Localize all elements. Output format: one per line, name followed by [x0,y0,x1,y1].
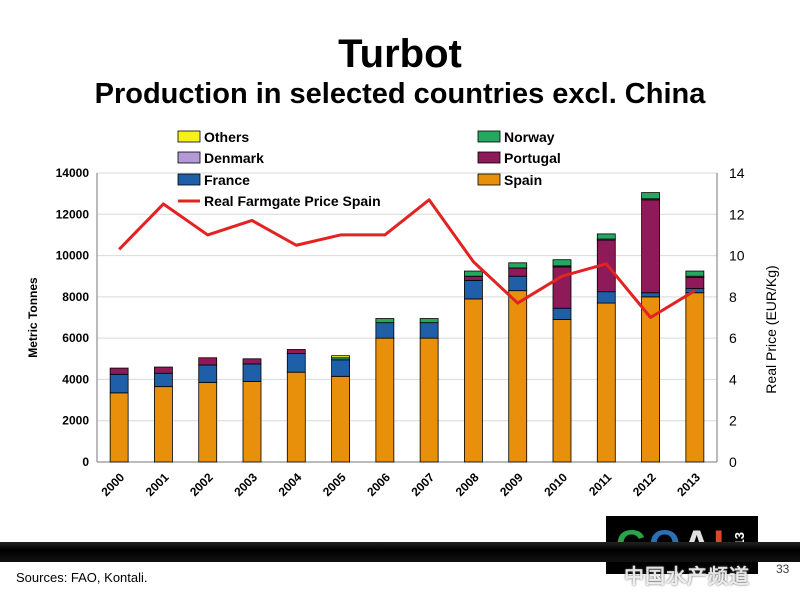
legend-label: Real Farmgate Price Spain [204,193,381,209]
bar-segment-spain [508,290,528,463]
x-tick-label: 2010 [541,470,570,499]
x-tick-label: 2011 [586,470,615,499]
bar-segment-spain [685,292,705,463]
x-tick-label: 2009 [497,470,526,499]
bar-segment-spain [154,386,173,463]
bar-segment-spain [242,381,262,463]
legend-label: Norway [504,129,555,145]
bar-segment-spain [596,302,616,463]
y-tick-label: 8000 [62,290,89,304]
bar-segment-portugal [286,349,306,355]
turbot-production-chart: 0 2000 4000 6000 8000 10000 12000 14000 0 2 4 6 8 10 1… [26,129,779,499]
bar-segment-france [109,373,129,394]
bar-segment-others [331,355,350,359]
bar-segment-france [286,353,306,373]
x-tick-label: 2004 [276,470,305,499]
bar-segment-portugal [109,367,129,375]
bar-segment-spain [464,298,483,463]
bar-segment-norway [596,233,616,240]
y-tick-label: 10000 [56,249,90,263]
x-tick-label: 2005 [320,470,349,499]
x-tick-label: 2002 [187,470,216,499]
y-tick-label: 6000 [62,331,89,345]
bar-segment-portugal [154,366,173,374]
price-line [118,198,696,319]
bar-segment-norway [375,318,395,324]
legend-swatch-norway [477,130,501,143]
page-number: 33 [776,562,790,576]
bar-segment-norway [641,192,660,200]
bar-segment-norway [508,262,528,269]
slide-subtitle: Production in selected countries excl. C… [94,78,706,110]
sources-note: Sources: FAO, Kontali. [16,570,148,585]
y-tick-label: 14000 [56,166,90,180]
y2-tick-label: 0 [729,454,737,470]
y-axis-title: Metric Tonnes [26,277,40,358]
legend-label: Others [204,129,249,145]
bar-segment-norway [419,318,439,324]
bar-segment-portugal [464,275,483,281]
x-tick-label: 2008 [453,470,482,499]
legend-label: Spain [504,172,542,188]
bar-segment-spain [198,382,218,463]
y2-axis-title: Real Price (EUR/Kg) [763,265,779,393]
legend-swatch-france [177,173,201,186]
y2-tick-label: 10 [729,248,745,264]
bar-segment-spain [109,392,129,463]
bar-segment-spain [641,296,660,463]
bar-segment-norway [552,259,572,267]
legend-swatch-portugal [477,151,501,164]
x-tick-label: 2007 [408,470,437,499]
bar-segment-spain [375,337,395,463]
x-tick-label: 2006 [364,470,393,499]
x-tick-label: 2001 [143,470,172,499]
y2-tick-label: 6 [729,330,737,346]
legend-label: France [204,172,250,188]
x-tick-label: 2003 [231,470,260,499]
bar-segment-spain [419,337,439,463]
bar-segment-spain [286,371,306,463]
bar-segment-france [552,307,572,320]
y2-tick-label: 8 [729,289,737,305]
bar-segment-portugal [508,267,528,277]
bar-segment-portugal [198,357,218,366]
y2-tick-label: 12 [729,206,745,222]
bar-segment-norway [685,270,705,277]
bar-segment-france [508,275,528,292]
bar-segment-france [375,322,395,339]
legend-swatch-spain [477,173,501,186]
bar-segment-norway [464,270,483,277]
bar-segment-portugal [242,358,262,365]
bar-segment-portugal [685,276,705,290]
bar-segment-france [198,364,218,383]
slide-title: Turbot [338,32,462,76]
legend-label: Denmark [204,150,264,166]
y-tick-label: 2000 [62,414,89,428]
y-tick-label: 12000 [56,207,90,221]
y2-tick-label: 2 [729,413,737,429]
bar-segment-spain [552,319,572,463]
y-tick-label: 0 [82,455,89,469]
bar-segment-france [596,291,616,304]
bar-segment-portugal [641,199,660,294]
legend-swatch-denmark [177,151,201,164]
watermark: 中国水产频道 [624,566,750,588]
x-tick-label: 2012 [630,470,659,499]
bar-segment-spain [331,375,350,463]
x-tick-label: 2013 [674,470,703,499]
legend-swatch-others [177,130,201,143]
legend-label: Portugal [504,150,561,166]
y-tick-label: 4000 [62,372,89,386]
y2-tick-label: 14 [729,165,745,181]
bar-segment-france [641,292,660,298]
bar-segment-france [419,322,439,339]
bar-segment-france [154,372,173,388]
bar-segment-france [242,363,262,382]
x-tick-label: 2000 [98,470,127,499]
bar-segment-france [331,359,350,377]
footer-bar [0,542,800,562]
bar-segment-france [464,279,483,300]
y2-tick-label: 4 [729,371,737,387]
